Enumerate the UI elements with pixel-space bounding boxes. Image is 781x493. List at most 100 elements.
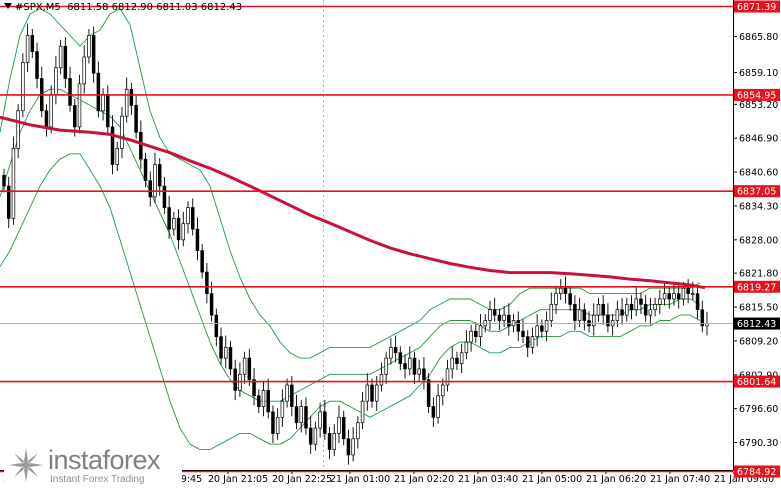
price-tick-label: 6859.10 [739,68,778,79]
candle [16,104,20,159]
time-tick-label: 21 Jan 01:00 [330,474,390,485]
candle-body [172,217,176,230]
price-tick-label: 6865.80 [739,32,778,43]
candle-body [139,131,143,160]
candle-body [167,207,171,230]
candle [143,152,148,188]
level-label-box [734,465,780,478]
candle-body [530,336,535,348]
time-tick-label: 21 Jan 09:00 [714,474,774,485]
candle-body [445,368,450,386]
candle-body [148,180,153,198]
candle-body [403,363,407,370]
candle-body [436,395,440,418]
candle [157,158,162,196]
candle-body [129,88,134,106]
level-label-box [734,0,780,13]
time-tick-label: 20 Jan 22:25 [272,474,332,485]
candle-body [540,325,544,332]
dropdown-triangle-icon[interactable] [4,3,12,9]
candle-body [629,304,634,311]
candle-body [441,384,445,397]
candle-body [596,304,601,316]
candle-body [82,56,86,85]
candle [379,362,384,392]
current-price-label: 6812.43 [737,319,776,330]
candle [129,82,134,116]
candle [393,335,398,363]
candle [323,400,327,440]
candle [441,378,445,406]
candle-body [497,314,502,321]
candle-body [242,357,247,375]
candle-body [261,390,266,407]
candle [167,195,171,239]
candle-body [554,293,558,305]
candle [549,292,554,327]
candle [25,23,30,73]
candle [695,287,700,320]
candle-body [91,35,96,74]
candle-body [313,427,318,445]
candle-body [266,390,270,413]
candle-body [6,185,11,219]
candle-body [653,304,657,311]
candle-body [30,35,35,52]
candle [700,300,705,333]
candles [2,23,709,465]
candle [540,319,544,338]
candle [450,346,454,379]
candle-body [464,341,469,354]
candle-body [558,287,563,294]
candle [403,354,407,379]
candle-body [521,330,525,337]
candle [412,351,417,384]
candle [478,314,483,347]
candle [6,176,11,229]
candle-body [186,207,190,225]
candle [577,297,582,327]
candle-body [695,293,700,311]
candle-body [417,368,421,375]
candle [162,176,167,215]
candle-body [431,406,436,418]
price-tick-label: 6853.20 [739,100,778,111]
price-tick-label: 6821.80 [739,269,778,280]
candle [195,217,200,261]
candle [247,349,252,387]
candle-body [374,384,379,402]
candle-body [525,336,530,348]
candle [601,295,605,325]
candle-body [634,298,638,311]
candle [2,168,6,193]
candle-body [648,309,653,316]
candle-body [176,217,181,241]
candle [554,287,558,315]
candle-body [327,433,332,450]
candle-body [115,148,119,165]
candle-body [214,314,219,337]
candle-body [365,384,370,402]
candle-body [49,94,53,128]
candle-body [308,427,313,445]
candle [190,198,195,236]
candle-body [478,325,483,337]
candle-body [549,304,554,321]
candle-body [667,293,672,300]
candle-body [672,293,676,300]
candle-body [106,94,110,128]
starburst-logo-icon [9,448,43,482]
candle-body [219,336,223,359]
candle-body [408,357,412,370]
candle-body [205,271,209,294]
candle-body [209,293,214,316]
candle [87,29,91,64]
candle-body [592,314,596,327]
candle [629,295,634,320]
time-tick-label: 21 Jan 07:40 [650,474,710,485]
candle [408,346,412,376]
level-label: 6854.95 [737,90,776,101]
candle-body [134,105,138,133]
